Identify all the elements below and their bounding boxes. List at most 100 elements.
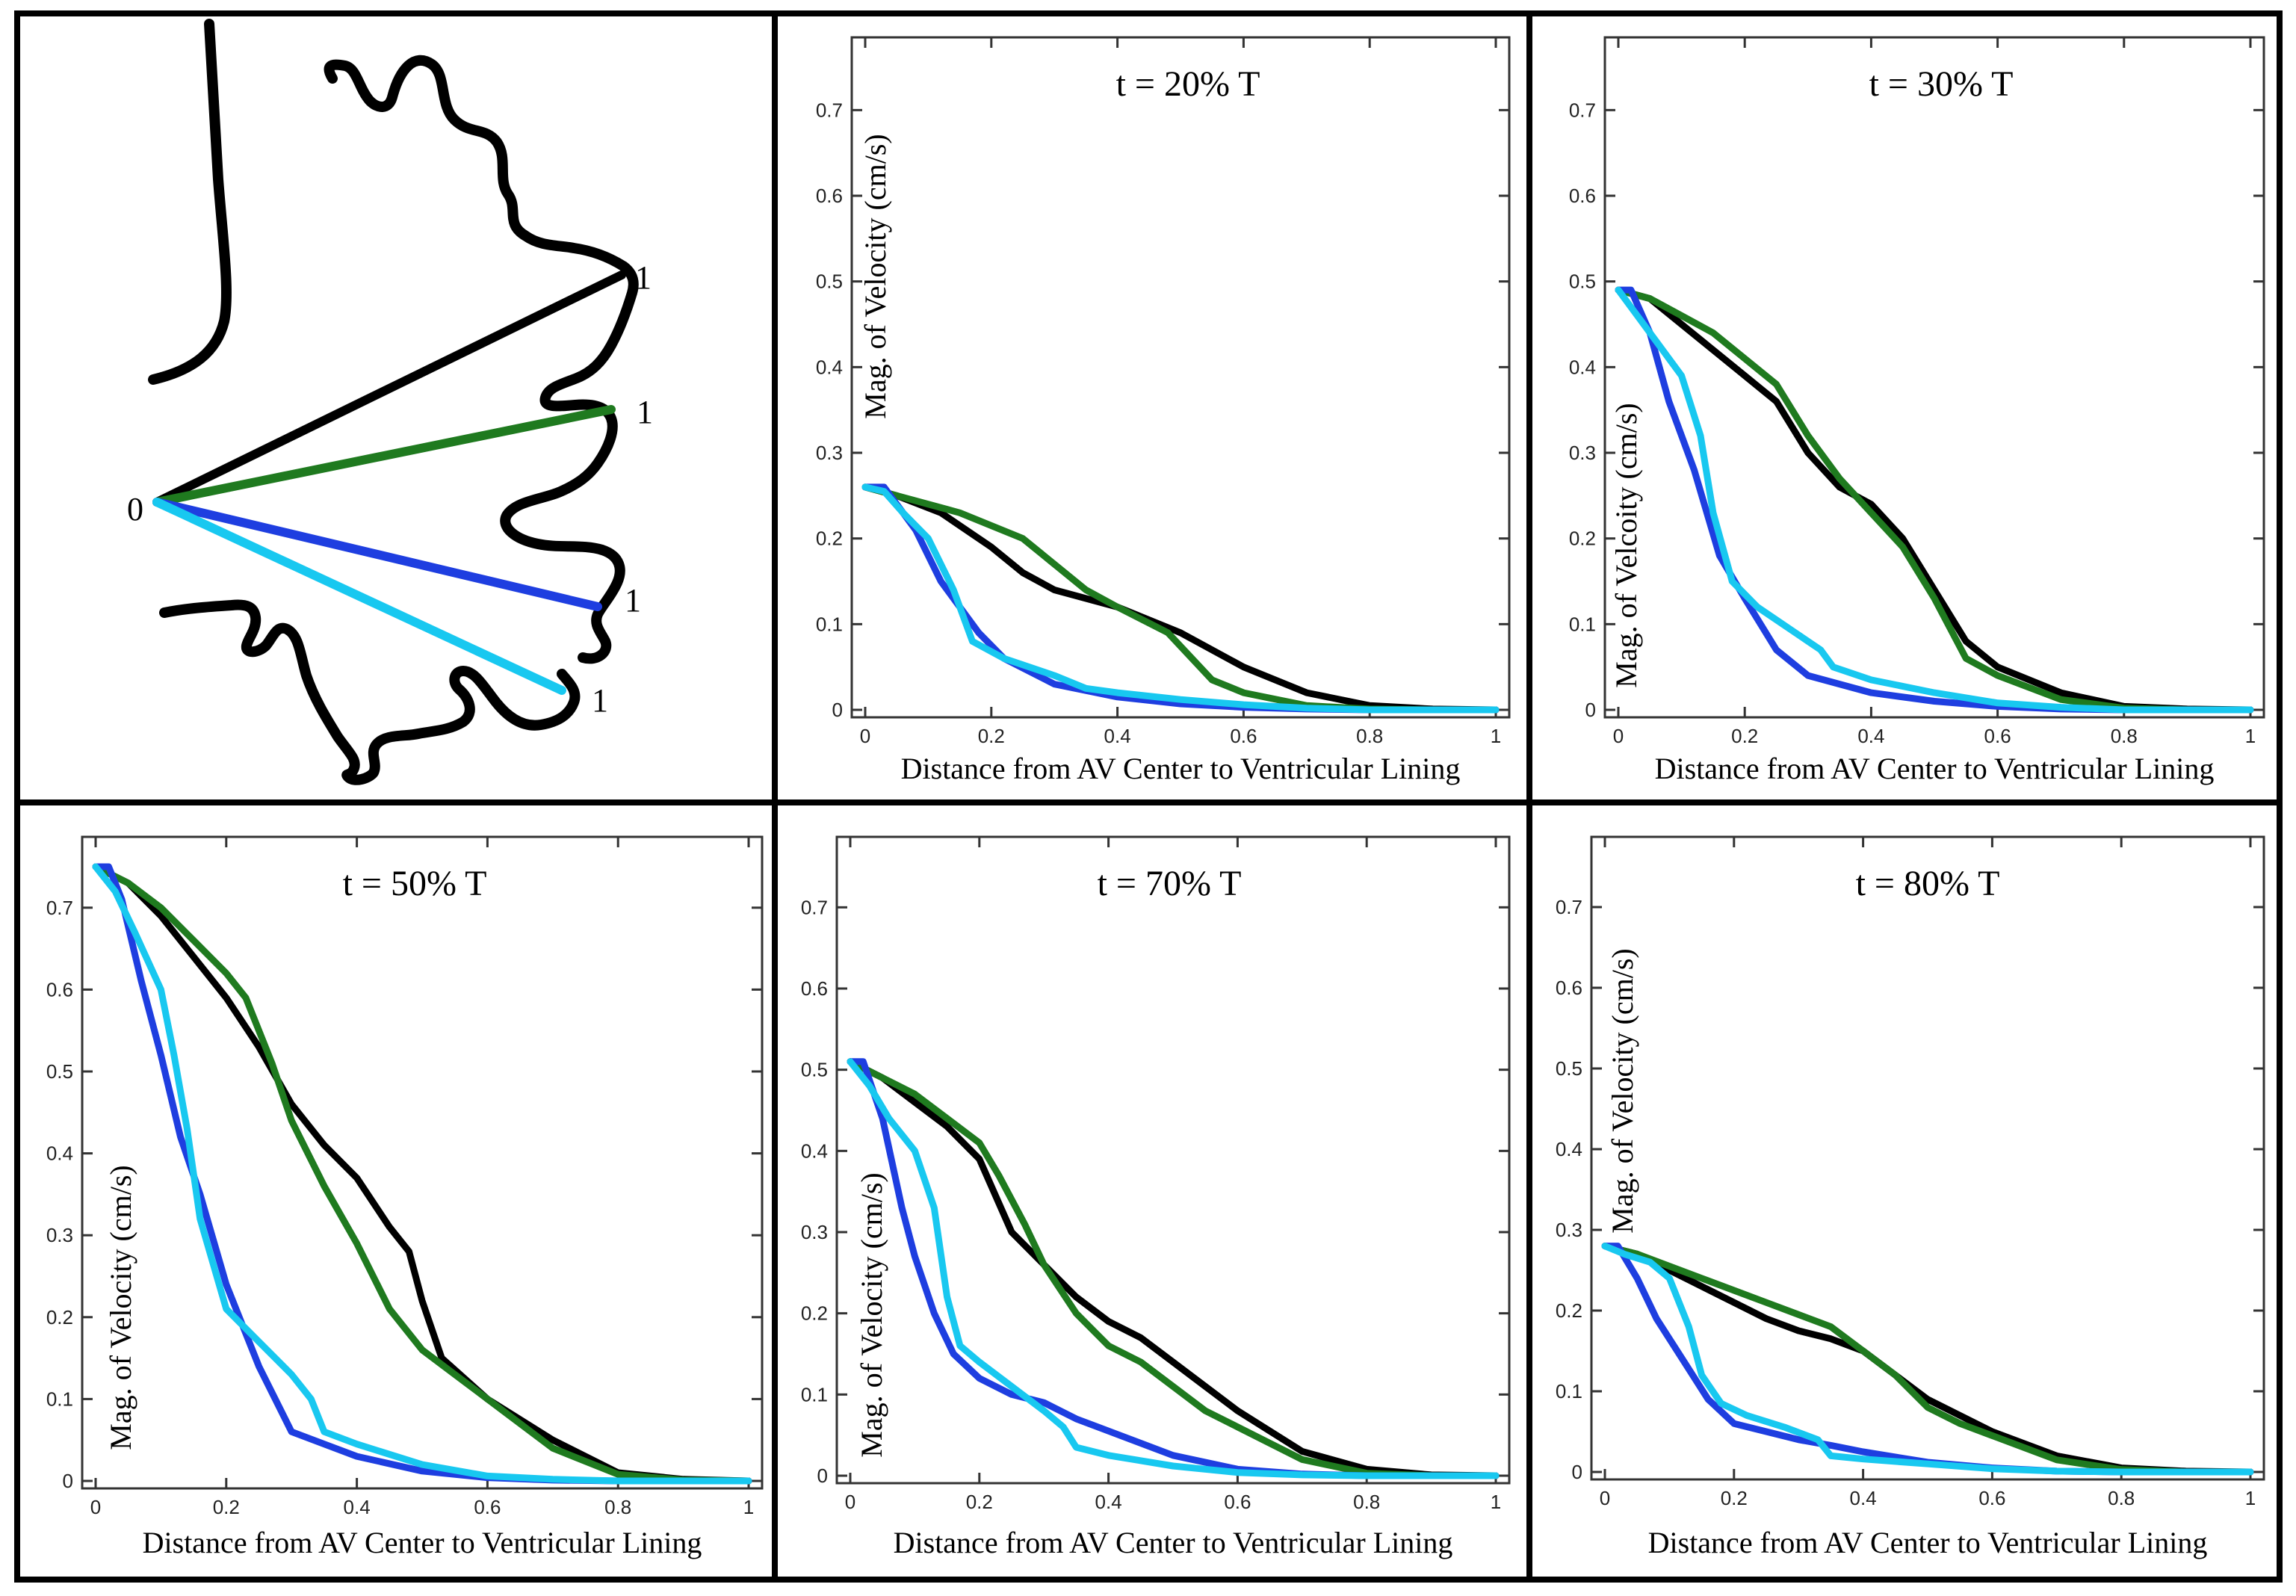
radial-line-blue [152, 498, 602, 611]
y-tick-label: 0.6 [801, 977, 828, 1000]
x-tick-label: 0.6 [1230, 725, 1257, 747]
series-line-green [1601, 1243, 2254, 1476]
diagram-labels: 0 1 1 1 1 [127, 259, 653, 719]
y-tick-label: 0.6 [816, 185, 843, 207]
ventricle-diagram: 0 1 1 1 1 [127, 19, 653, 785]
series-line-black [847, 1058, 1500, 1479]
y-tick-label: 0.5 [801, 1059, 828, 1081]
x-tick-label: 0 [1600, 1487, 1610, 1509]
radial-line-green [152, 405, 616, 507]
y-tick-label: 0.3 [1556, 1219, 1582, 1241]
y-axis-label: Mag. of Velcoity (cm/s) [1609, 403, 1643, 687]
y-tick-label: 0.4 [1569, 356, 1596, 378]
y-tick-label: 0 [1585, 699, 1596, 721]
x-axis-label: Distance from AV Center to Ventricular L… [143, 1526, 702, 1559]
y-tick-label: 0.1 [1569, 613, 1596, 635]
axes-box [835, 835, 1511, 1485]
x-tick-label: 0.4 [1104, 725, 1131, 747]
chart-1: 0 0.2 0.4 0.6 0.8 1 0 0.1 0.2 0.3 0.4 0.5 0.6 0.7 t = … [816, 36, 1511, 785]
chart-title: t = 50% T [343, 864, 487, 903]
origin-label: 0 [127, 491, 143, 528]
end-label-black: 1 [635, 259, 652, 296]
x-tick-label: 0 [1613, 725, 1624, 747]
y-tick-label: 0.7 [1556, 896, 1582, 918]
chart-4: 0 0.2 0.4 0.6 0.8 1 0 0.1 0.2 0.3 0.4 0.5 0.6 0.7 t = … [801, 835, 1511, 1559]
x-tick-label: 0 [845, 1491, 855, 1513]
x-tick-label: 0.4 [344, 1496, 371, 1518]
y-axis-label: Mag. of Velocity (cm/s) [858, 134, 892, 418]
panel-frame [14, 10, 2283, 1583]
chart-title: t = 20% T [1116, 64, 1260, 104]
end-label-blue: 1 [625, 582, 641, 619]
chart-title: t = 30% T [1869, 64, 2014, 104]
chart-2: 0 0.2 0.4 0.6 0.8 1 0 0.1 0.2 0.3 0.4 0.5 0.6 0.7 t = … [1569, 36, 2265, 785]
x-tick-label: 0.6 [1978, 1487, 2005, 1509]
y-axis-label: Mag. of Velocity (cm/s) [855, 1172, 888, 1457]
x-axis-label: Distance from AV Center to Ventricular L… [1648, 1526, 2208, 1559]
end-label-cyan: 1 [592, 682, 608, 719]
atrium-wall-left [148, 19, 232, 385]
x-tick-label: 0.2 [213, 1496, 240, 1518]
y-tick-label: 0.7 [1569, 99, 1596, 121]
y-tick-label: 0.4 [816, 356, 843, 378]
y-tick-label: 0.1 [816, 613, 843, 635]
y-tick-label: 0.1 [1556, 1380, 1582, 1402]
x-tick-label: 0.6 [474, 1496, 501, 1518]
x-tick-label: 1 [2245, 1487, 2256, 1509]
ventricle-outline [148, 19, 639, 785]
y-tick-label: 0.2 [801, 1302, 828, 1325]
x-tick-label: 0.8 [1353, 1491, 1380, 1513]
x-tick-label: 0.8 [1356, 725, 1383, 747]
y-tick-label: 0.6 [1569, 185, 1596, 207]
chart-5: 0 0.2 0.4 0.6 0.8 1 0 0.1 0.2 0.3 0.4 0.5 0.6 0.7 t = … [1556, 835, 2265, 1559]
x-tick-label: 0.8 [2111, 725, 2138, 747]
x-tick-label: 0.6 [1224, 1491, 1251, 1513]
y-tick-label: 0.7 [46, 897, 73, 919]
series-line-green [847, 1058, 1500, 1479]
radial-line-black [152, 270, 626, 507]
x-tick-label: 0.6 [1984, 725, 2011, 747]
x-tick-label: 1 [1491, 725, 1501, 747]
x-axis-label: Distance from AV Center to Ventricular L… [1655, 752, 2215, 785]
chart-title: t = 80% T [1856, 864, 2000, 903]
y-tick-label: 0.3 [816, 442, 843, 464]
ventricle-wall-lower [159, 599, 581, 785]
y-tick-label: 0.4 [46, 1142, 73, 1165]
x-tick-label: 0.4 [1850, 1487, 1877, 1509]
y-tick-label: 0.1 [46, 1388, 73, 1410]
y-tick-label: 0.3 [801, 1221, 828, 1243]
x-tick-label: 0 [90, 1496, 101, 1518]
y-tick-label: 0.5 [1556, 1057, 1582, 1080]
y-tick-label: 0.4 [1556, 1138, 1582, 1160]
y-tick-label: 0.3 [46, 1224, 73, 1246]
series-line-cyan [1601, 1243, 2254, 1476]
x-axis-label: Distance from AV Center to Ventricular L… [901, 752, 1461, 785]
y-axis-label: Mag. of Velocity (cm/s) [104, 1165, 137, 1450]
y-tick-label: 0 [817, 1464, 828, 1487]
radial-line-cyan [152, 498, 566, 695]
y-tick-label: 0.6 [46, 978, 73, 1000]
y-tick-label: 0.5 [816, 270, 843, 293]
outer-border [14, 10, 2283, 1583]
x-tick-label: 0.2 [978, 725, 1005, 747]
series-line-green [92, 863, 752, 1485]
series-line-cyan [92, 863, 752, 1485]
y-tick-label: 0.3 [1569, 442, 1596, 464]
axes-box [850, 36, 1511, 719]
chart-title: t = 70% T [1098, 864, 1242, 903]
x-tick-label: 0.8 [2108, 1487, 2135, 1509]
y-tick-label: 0.2 [1569, 528, 1596, 550]
y-tick-label: 0.2 [816, 528, 843, 550]
y-tick-label: 0 [832, 699, 843, 721]
x-tick-label: 1 [2245, 725, 2256, 747]
x-tick-label: 0.8 [604, 1496, 631, 1518]
axes-box [1590, 835, 2265, 1481]
x-tick-label: 0.2 [1721, 1487, 1748, 1509]
x-axis-label: Distance from AV Center to Ventricular L… [894, 1526, 1453, 1559]
x-tick-label: 0.2 [1731, 725, 1758, 747]
x-tick-label: 0.4 [1095, 1491, 1122, 1513]
x-tick-label: 1 [743, 1496, 754, 1518]
y-tick-label: 0 [1572, 1461, 1582, 1483]
y-tick-label: 0.1 [801, 1383, 828, 1405]
